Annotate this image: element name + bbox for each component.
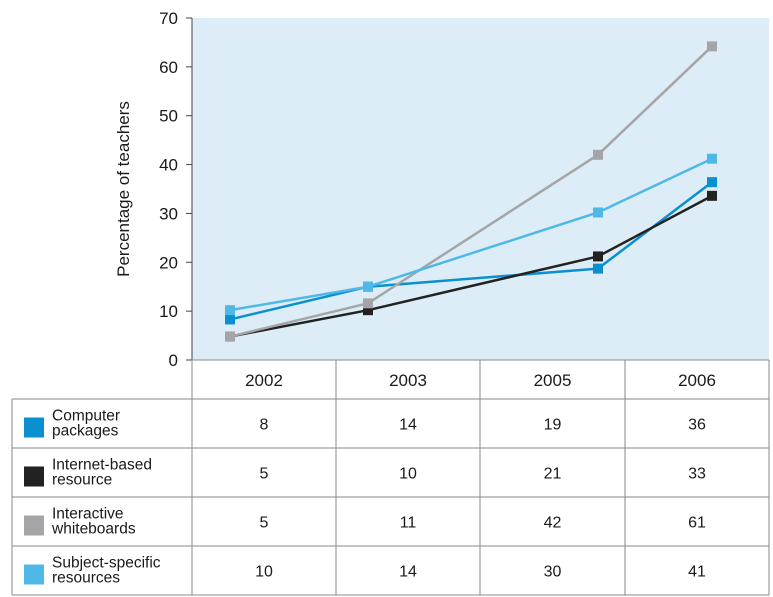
legend-label-line: whiteboards: [51, 521, 136, 538]
plot-background: [192, 18, 769, 360]
data-point: [225, 314, 235, 325]
legend-label-line: resource: [52, 472, 112, 489]
data-value: 10: [399, 466, 417, 483]
data-value: 41: [688, 564, 706, 581]
data-point: [707, 41, 717, 52]
x-tick-label: 2002: [245, 371, 283, 390]
data-value: 8: [260, 417, 269, 434]
legend-swatch: [24, 515, 44, 536]
legend-swatch: [24, 466, 44, 487]
legend-label-line: resources: [52, 570, 120, 587]
legend-swatch: [24, 564, 44, 585]
series-2: [225, 41, 717, 342]
data-value: 5: [260, 466, 269, 483]
legend-swatch: [24, 417, 44, 438]
data-point: [707, 190, 717, 201]
series-line: [229, 45, 713, 338]
data-value: 42: [544, 515, 562, 532]
series-3: [225, 153, 717, 316]
data-value: 30: [544, 564, 562, 581]
data-value: 14: [399, 417, 417, 434]
x-tick-label: 2005: [534, 371, 572, 390]
series-line: [229, 157, 713, 312]
data-point: [707, 153, 717, 164]
legend-label-line: Internet-based: [52, 457, 152, 474]
y-tick-label: 40: [159, 156, 178, 175]
data-point: [593, 251, 603, 262]
data-point: [363, 305, 373, 316]
x-tick-label: 2003: [389, 371, 427, 390]
legend-label: Subject-specific resources: [52, 555, 161, 587]
series-line: [229, 194, 713, 338]
data-point: [363, 281, 373, 292]
data-point: [593, 149, 603, 160]
legend-label-line: Subject-specific: [52, 555, 161, 572]
legend-label-line: packages: [52, 423, 119, 440]
y-tick-label: 60: [159, 58, 178, 77]
data-value: 61: [688, 515, 706, 532]
y-axis-label: Percentage of teachers: [114, 101, 133, 277]
data-point: [593, 263, 603, 274]
data-value: 36: [688, 417, 706, 434]
data-value: 21: [544, 466, 562, 483]
data-value: 10: [255, 564, 273, 581]
x-tick-label: 2006: [678, 371, 716, 390]
legend-label: Internet-based resource: [52, 457, 152, 489]
y-tick-label: 50: [159, 107, 178, 126]
legend-label: Interactive whiteboards: [51, 506, 136, 538]
data-value: 14: [399, 564, 417, 581]
y-tick-label: 30: [159, 204, 178, 223]
y-tick-label: 0: [169, 351, 178, 370]
legend-label-line: Computer: [52, 408, 120, 425]
data-value: 11: [400, 515, 417, 532]
series-lines: [225, 41, 717, 342]
legend-label: Computer packages: [52, 408, 120, 440]
data-point: [593, 207, 603, 218]
data-value: 33: [688, 466, 706, 483]
y-tick-label: 20: [159, 253, 178, 272]
plot-area: 0 10 20 30 40 50 60 70 Percentage of teachers: [114, 9, 769, 370]
data-point: [707, 177, 717, 188]
data-point: [363, 298, 373, 309]
data-point: [225, 331, 235, 342]
y-tick-label: 10: [159, 302, 178, 321]
data-point: [225, 305, 235, 316]
data-value: 5: [260, 515, 269, 532]
y-tick-label: 70: [159, 9, 178, 28]
legend-label-line: Interactive: [52, 506, 124, 523]
y-axis: 0 10 20 30 40 50 60 70: [159, 9, 193, 370]
data-value: 19: [544, 417, 562, 434]
data-table: 2002 2003 2005 2006 Computer packages 8 14 19 36 I…: [11, 359, 770, 596]
